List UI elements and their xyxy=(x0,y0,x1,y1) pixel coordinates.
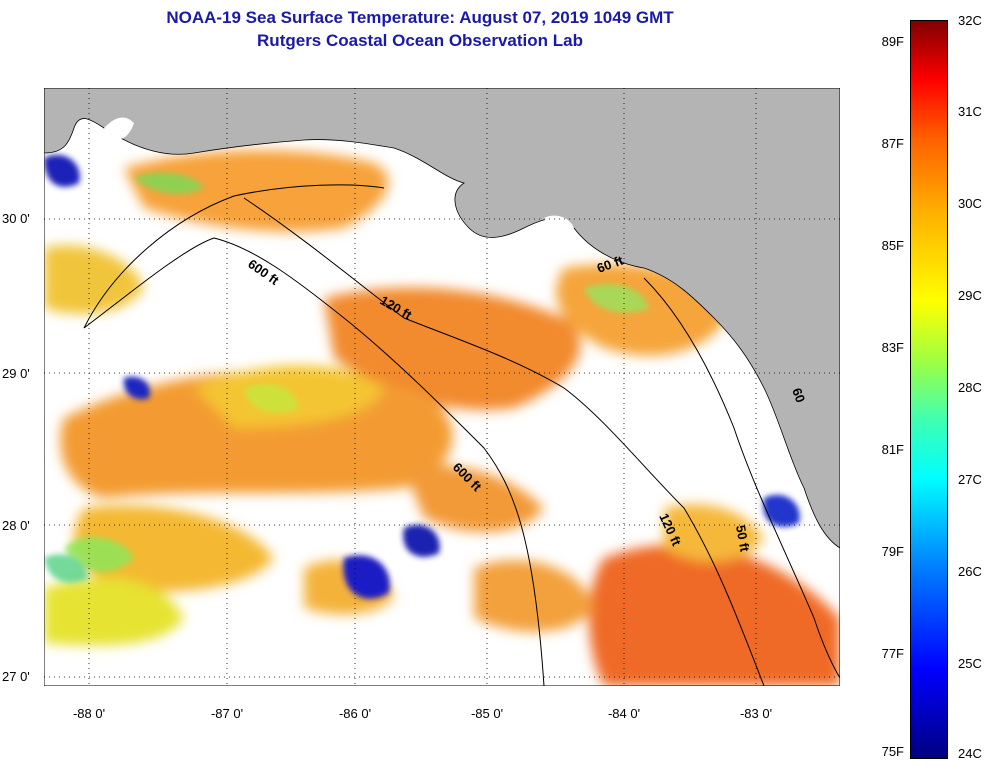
lon-label: -88 0' xyxy=(72,706,106,721)
contour-label: 60 xyxy=(789,386,808,405)
lat-label: 30 0' xyxy=(2,211,30,226)
lat-label: 29 0' xyxy=(2,366,30,381)
colorbar-f-label: 87F xyxy=(881,136,904,151)
colorbar-c-label: 27C xyxy=(958,472,982,487)
lat-label: 27 0' xyxy=(2,669,30,684)
colorbar-c-label: 29C xyxy=(958,288,982,303)
sst-map: 600 ft 120 ft 600 ft 60 ft 120 ft 50 ft … xyxy=(44,88,840,686)
land xyxy=(44,88,840,549)
colorbar-c-label: 26C xyxy=(958,564,982,579)
lon-label: -84 0' xyxy=(607,706,641,721)
colorbar-c-label: 30C xyxy=(958,196,982,211)
colorbar-c-label: 25C xyxy=(958,656,982,671)
colorbar-f-label: 89F xyxy=(881,34,904,49)
colorbar-f-label: 77F xyxy=(881,646,904,661)
colorbar-c-label: 24C xyxy=(958,746,982,761)
lon-label: -86 0' xyxy=(338,706,372,721)
colorbar-f-label: 83F xyxy=(881,340,904,355)
colorbar-c-label: 32C xyxy=(958,13,982,28)
colorbar-f-label: 79F xyxy=(881,544,904,559)
colorbar-f-label: 75F xyxy=(881,744,904,759)
lat-label: 28 0' xyxy=(2,518,30,533)
bathymetry-contours xyxy=(83,184,840,686)
lon-label: -85 0' xyxy=(470,706,504,721)
sst-cool-fringes xyxy=(44,172,649,583)
colorbar-c-label: 28C xyxy=(958,380,982,395)
map-title: NOAA-19 Sea Surface Temperature: August … xyxy=(166,8,674,27)
colorbar-c-label: 31C xyxy=(958,104,982,119)
lon-label: -83 0' xyxy=(739,706,773,721)
lon-label: -87 0' xyxy=(210,706,244,721)
contour-label: 50 ft xyxy=(733,524,753,554)
sst-patches xyxy=(44,150,840,686)
temperature-colorbar xyxy=(910,20,948,759)
colorbar-f-label: 81F xyxy=(881,442,904,457)
map-subtitle: Rutgers Coastal Ocean Observation Lab xyxy=(257,31,583,50)
colorbar-f-label: 85F xyxy=(881,238,904,253)
